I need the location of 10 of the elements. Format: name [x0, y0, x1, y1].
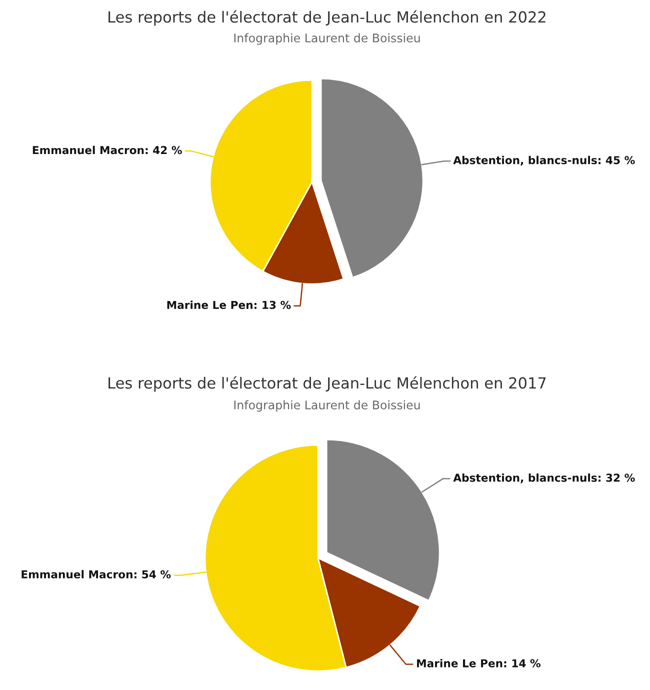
slice-label: Abstention, blancs-nuls: 32 % — [453, 473, 635, 484]
slice-label: Marine Le Pen: 14 % — [417, 658, 541, 668]
slice-label: Emmanuel Macron: 42 % — [32, 146, 182, 154]
chart-subtitle: Infographie Laurent de Boissieu — [234, 400, 420, 412]
chart-title: Les reports de l'électorat de Jean-Luc Mélenchon en 2022 — [108, 10, 546, 26]
chart-subtitle: Infographie Laurent de Boissieu — [234, 33, 420, 45]
slice-label: Abstention, blancs-nuls: 45 % — [453, 156, 635, 166]
slice-label: Emmanuel Macron: 54 % — [22, 570, 171, 578]
slice-label: Marine Le Pen: 13 % — [167, 300, 291, 310]
chart-title: Les reports de l'électorat de Jean-Luc Mélenchon en 2017 — [108, 376, 546, 392]
